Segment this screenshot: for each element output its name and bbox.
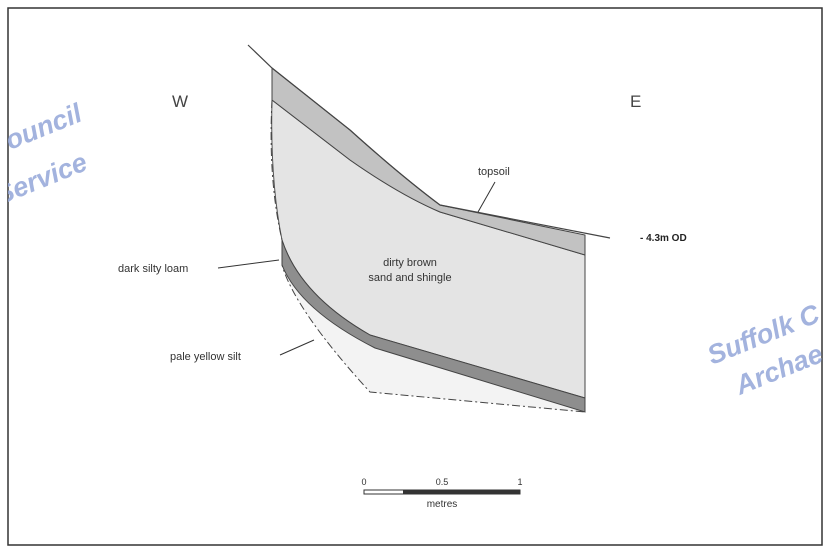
scale-tick: 0 [361, 477, 366, 487]
scale-tick: 1 [517, 477, 522, 487]
page: ouncil Service Suffolk C Archae W E tops… [0, 0, 825, 547]
compass-west: W [172, 92, 188, 111]
scale-bar [442, 490, 520, 494]
scale-tick: 0.5 [436, 477, 449, 487]
level-label: - 4.3m OD [640, 233, 687, 244]
section-drawing: ouncil Service Suffolk C Archae W E tops… [0, 0, 825, 547]
scale-bar [403, 490, 442, 494]
layer-label: pale yellow silt [170, 351, 241, 363]
scale-unit: metres [427, 499, 458, 510]
layer-label: dirty brown [383, 257, 437, 269]
compass-east: E [630, 92, 641, 111]
layer-label: topsoil [478, 166, 510, 178]
layer-label: dark silty loam [118, 263, 188, 275]
layer-label: sand and shingle [368, 272, 451, 284]
